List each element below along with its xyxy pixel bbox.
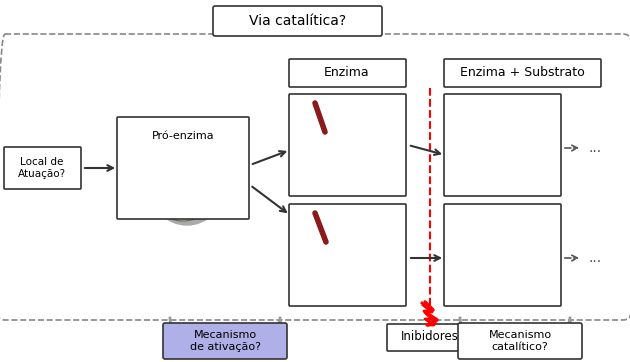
FancyBboxPatch shape bbox=[170, 165, 196, 175]
Circle shape bbox=[147, 149, 219, 221]
FancyBboxPatch shape bbox=[444, 59, 601, 87]
Circle shape bbox=[151, 153, 223, 225]
FancyBboxPatch shape bbox=[163, 323, 287, 359]
Text: ...: ... bbox=[588, 141, 602, 155]
Circle shape bbox=[466, 222, 538, 294]
Text: Enzima: Enzima bbox=[324, 67, 370, 80]
Circle shape bbox=[466, 112, 538, 184]
FancyBboxPatch shape bbox=[335, 128, 360, 138]
FancyBboxPatch shape bbox=[490, 128, 515, 138]
FancyBboxPatch shape bbox=[444, 94, 561, 196]
Text: Mecanismo
de ativação?: Mecanismo de ativação? bbox=[190, 330, 260, 352]
Circle shape bbox=[469, 115, 541, 187]
Polygon shape bbox=[491, 262, 513, 278]
Circle shape bbox=[311, 112, 383, 184]
Circle shape bbox=[469, 225, 541, 297]
FancyBboxPatch shape bbox=[289, 59, 406, 87]
FancyBboxPatch shape bbox=[289, 204, 406, 306]
FancyBboxPatch shape bbox=[289, 94, 406, 196]
FancyBboxPatch shape bbox=[444, 204, 561, 306]
Text: Via catalítica?: Via catalítica? bbox=[249, 14, 346, 28]
FancyBboxPatch shape bbox=[387, 324, 474, 351]
Wedge shape bbox=[474, 112, 530, 148]
Text: Pró-enzima: Pró-enzima bbox=[152, 131, 214, 141]
Text: Mecanismo
catalítico?: Mecanismo catalítico? bbox=[488, 330, 551, 352]
FancyBboxPatch shape bbox=[458, 323, 582, 359]
Text: Inibidores: Inibidores bbox=[401, 331, 459, 344]
Wedge shape bbox=[474, 222, 530, 258]
Circle shape bbox=[314, 115, 386, 187]
Wedge shape bbox=[319, 222, 375, 258]
Text: ...: ... bbox=[588, 251, 602, 265]
Text: Enzima + Substrato: Enzima + Substrato bbox=[460, 67, 585, 80]
FancyBboxPatch shape bbox=[117, 117, 249, 219]
Wedge shape bbox=[319, 112, 375, 148]
Wedge shape bbox=[156, 149, 210, 185]
Text: Local de
Atuação?: Local de Atuação? bbox=[18, 157, 66, 179]
Polygon shape bbox=[491, 152, 513, 168]
Circle shape bbox=[311, 222, 383, 294]
FancyBboxPatch shape bbox=[213, 6, 382, 36]
FancyBboxPatch shape bbox=[4, 147, 81, 189]
Circle shape bbox=[314, 225, 386, 297]
